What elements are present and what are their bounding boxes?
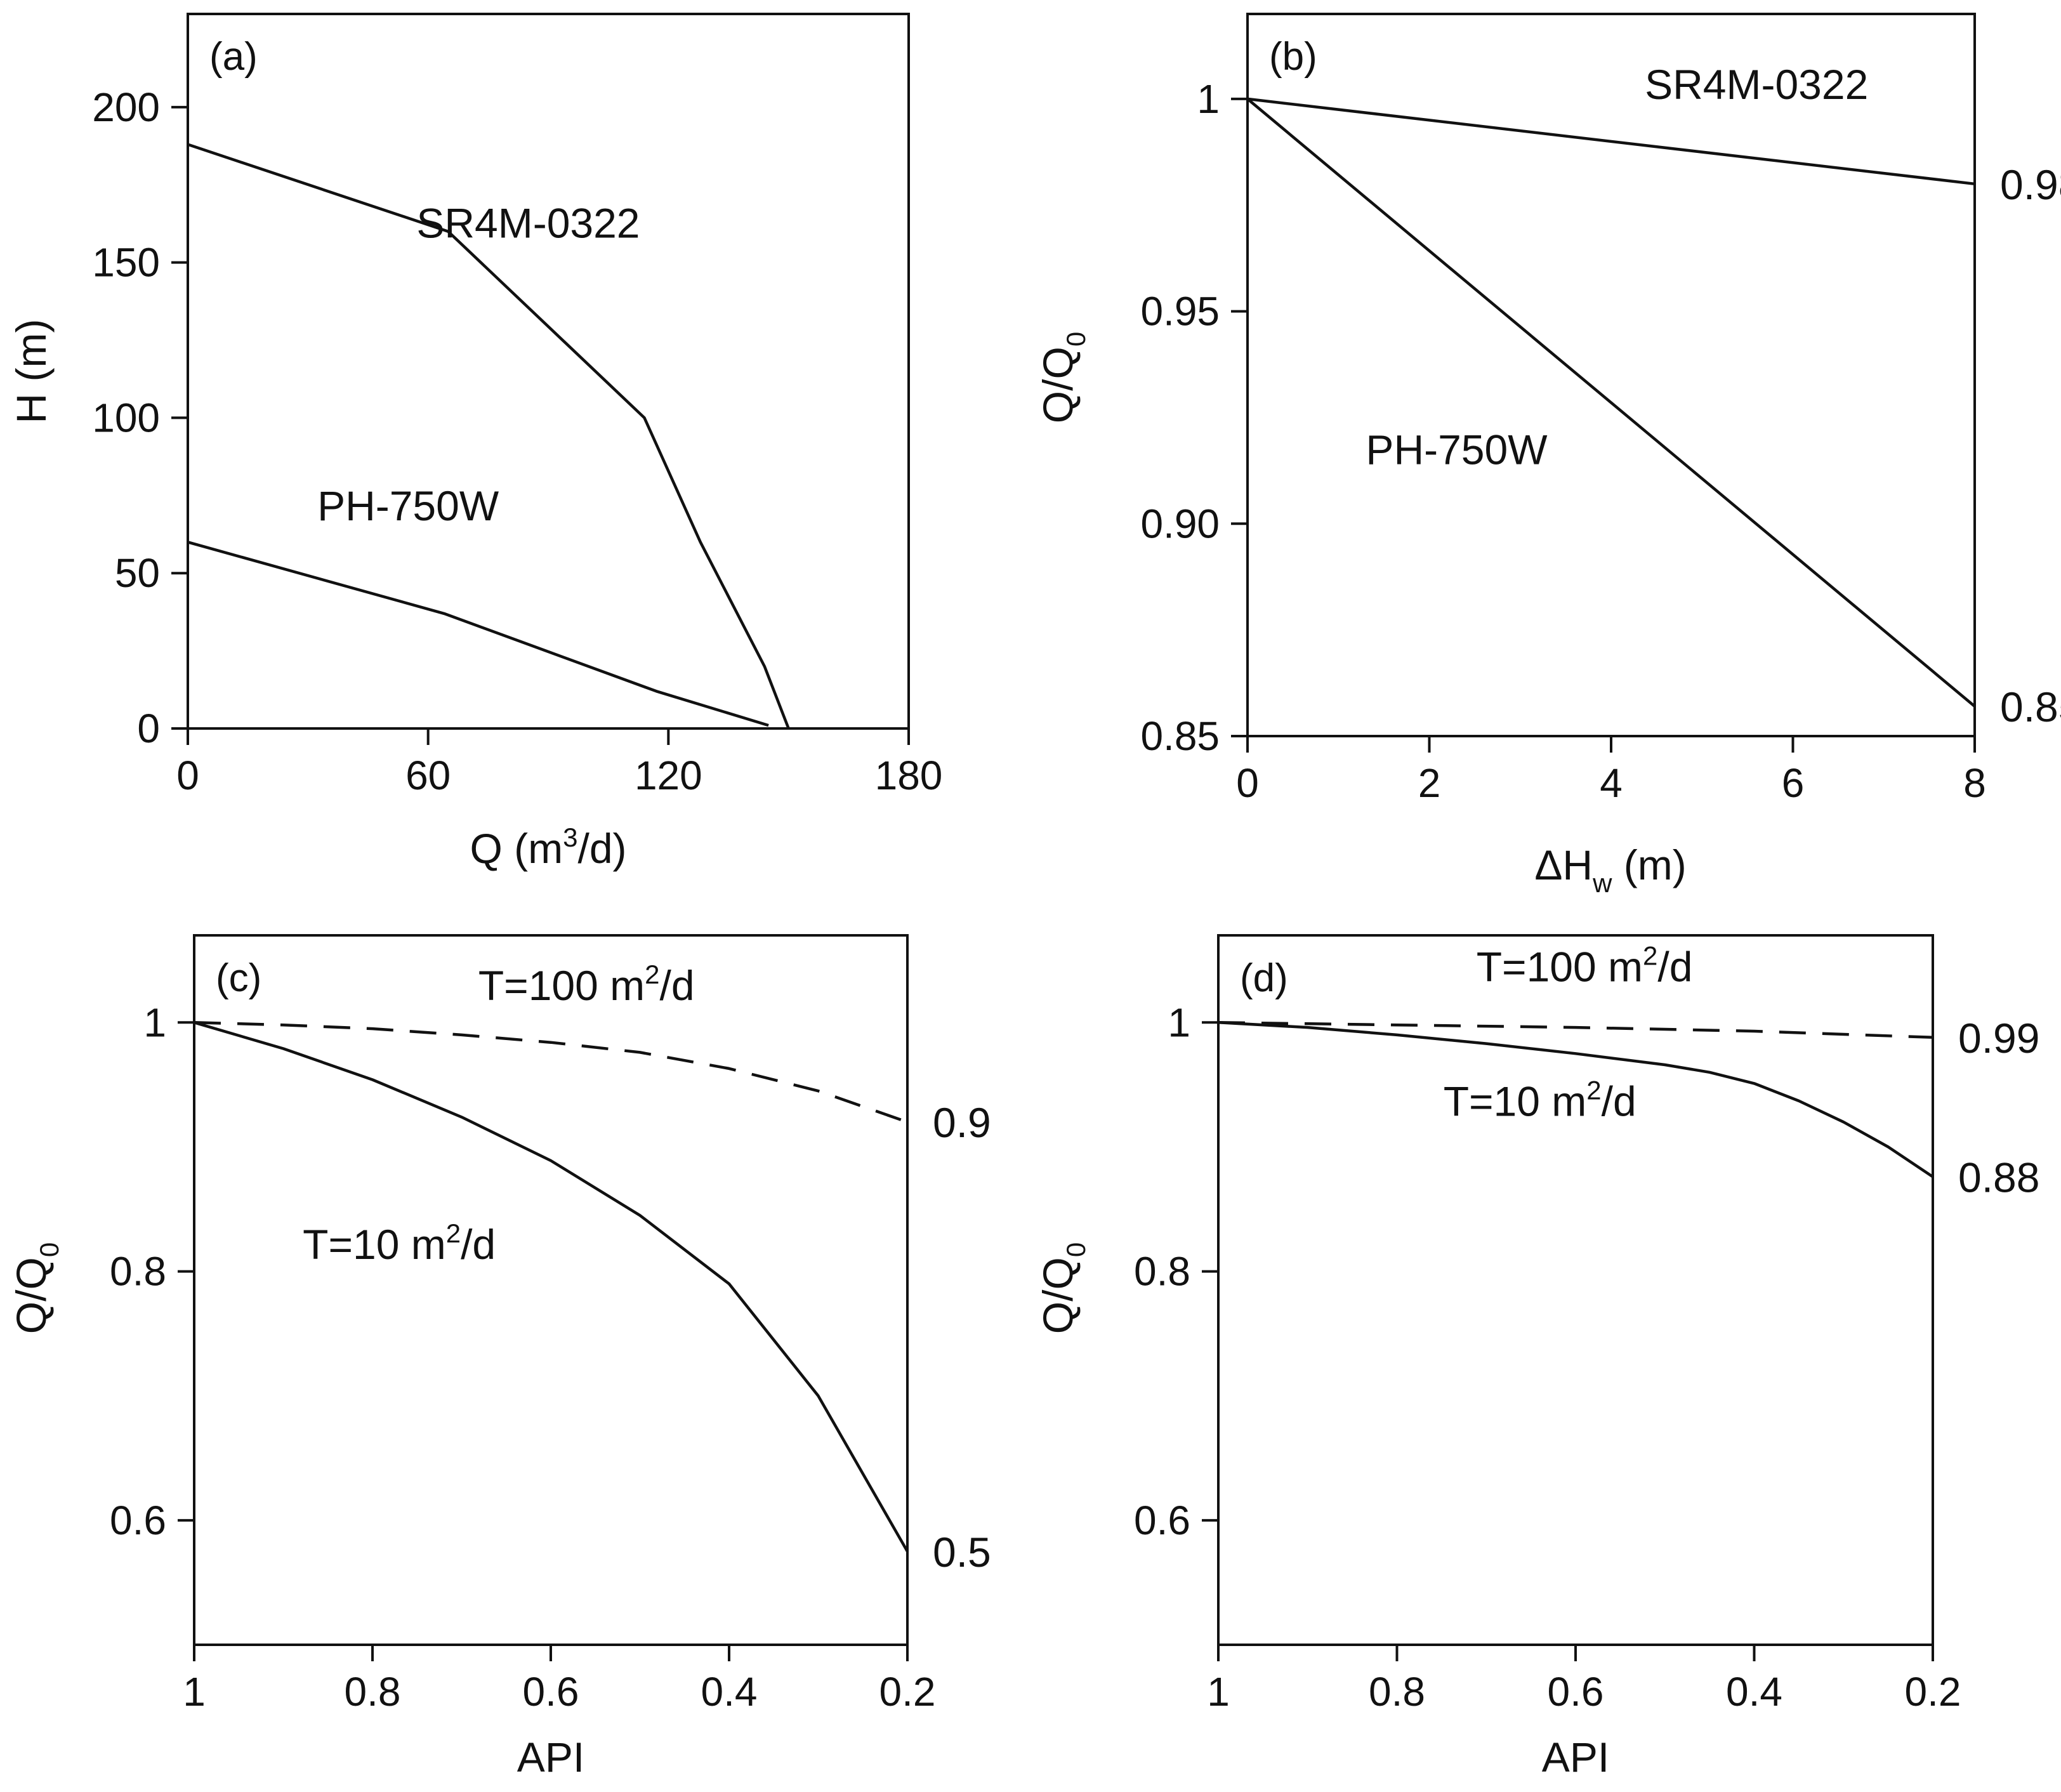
series-end-label: 0.88 xyxy=(1958,1154,2039,1201)
series-end-label: 0.9 xyxy=(933,1099,991,1146)
y-tick-label: 200 xyxy=(92,84,160,130)
x-tick-label: 60 xyxy=(405,753,451,798)
x-tick-label: 0.4 xyxy=(701,1669,758,1715)
series-line xyxy=(194,1021,909,1553)
y-tick-label: 0.6 xyxy=(110,1498,166,1543)
y-tick-label: 1 xyxy=(1168,999,1190,1045)
panel-b: 0 2 4 6 8 0.85 0.90 0.95 1 (b) ΔHw (m) Q/Q0 SR4M-032… xyxy=(1034,13,2061,898)
y-tick-label: 0 xyxy=(137,706,160,751)
x-tick-label: 1 xyxy=(1207,1669,1230,1715)
panel-a: 0 60 120 180 0 50 100 150 200 (a) Q (m3/d) H (m) SR4… xyxy=(8,13,943,872)
series-label: T=10 m2/d xyxy=(1444,1075,1636,1124)
series-line xyxy=(1218,1021,1933,1039)
x-tick-label: 0 xyxy=(1236,760,1259,806)
series-line xyxy=(1247,97,1975,186)
series-line xyxy=(1246,98,1976,708)
x-tick-label: 4 xyxy=(1600,760,1623,806)
y-axis-label: H (m) xyxy=(8,319,55,424)
x-tick-label: 8 xyxy=(1963,760,1986,806)
y-tick-label: 0.90 xyxy=(1140,501,1220,546)
series-end-label: 0.99 xyxy=(1958,1015,2039,1062)
series-label: T=100 m2/d xyxy=(1477,941,1693,991)
y-tick-label: 0.6 xyxy=(1134,1498,1190,1543)
y-axis-label: Q/Q0 xyxy=(8,1242,64,1334)
x-tick-label: 120 xyxy=(635,753,702,798)
panel-label: (d) xyxy=(1240,956,1288,1000)
plot-frame xyxy=(1217,934,1934,1646)
series-end-label: 0.857 xyxy=(2000,683,2061,730)
y-tick-label: 0.85 xyxy=(1140,713,1220,759)
series-label: SR4M-0322 xyxy=(416,199,640,246)
series-line xyxy=(1218,1021,1934,1178)
panel-d: 1 0.8 0.6 0.4 0.2 0.6 0.8 1 (d) API Q/Q0 T=100 m2/d… xyxy=(1034,934,2039,1781)
series-line xyxy=(187,143,790,729)
series-end-label: 0.5 xyxy=(933,1529,991,1576)
y-tick-label: 1 xyxy=(143,999,166,1045)
panel-label: (b) xyxy=(1269,35,1317,79)
x-axis-label: API xyxy=(1542,1734,1609,1781)
series-label: T=100 m2/d xyxy=(478,959,695,1009)
panel-label: (a) xyxy=(209,35,258,79)
series-end-label: 0.98 xyxy=(2000,161,2061,208)
panel-c: 1 0.8 0.6 0.4 0.2 0.6 0.8 1 (c) API Q/Q0 T=100 m2/d… xyxy=(8,934,991,1781)
plot-frame xyxy=(1246,13,1976,737)
y-axis-label: Q/Q0 xyxy=(1034,332,1091,423)
panel-label: (c) xyxy=(216,956,261,1000)
x-tick-label: 2 xyxy=(1418,760,1441,806)
x-tick-label: 0.8 xyxy=(1369,1669,1425,1715)
x-tick-label: 6 xyxy=(1782,760,1805,806)
series-line xyxy=(187,541,769,727)
y-tick-label: 150 xyxy=(92,240,160,286)
y-tick-label: 0.8 xyxy=(1134,1249,1190,1295)
series-label: SR4M-0322 xyxy=(1645,61,1868,108)
y-tick-label: 1 xyxy=(1197,76,1220,122)
x-axis-label: Q (m3/d) xyxy=(470,822,626,872)
x-tick-label: 0.8 xyxy=(345,1669,401,1715)
series-line xyxy=(194,1021,908,1124)
x-tick-label: 0.6 xyxy=(1548,1669,1604,1715)
x-tick-label: 0.2 xyxy=(879,1669,936,1715)
y-tick-label: 100 xyxy=(92,395,160,440)
x-tick-label: 1 xyxy=(183,1669,206,1715)
x-axis-label: ΔHw (m) xyxy=(1534,841,1686,898)
x-axis-label: API xyxy=(517,1734,584,1781)
series-label: PH-750W xyxy=(317,482,499,529)
y-tick-label: 50 xyxy=(115,550,160,596)
x-tick-label: 0 xyxy=(176,753,199,798)
series-label: T=10 m2/d xyxy=(303,1218,496,1268)
x-tick-label: 0.4 xyxy=(1726,1669,1782,1715)
x-tick-label: 0.6 xyxy=(523,1669,579,1715)
y-tick-label: 0.8 xyxy=(110,1249,166,1295)
x-tick-label: 0.2 xyxy=(1905,1669,1961,1715)
series-label: PH-750W xyxy=(1366,426,1548,473)
x-tick-label: 180 xyxy=(875,753,943,798)
plot-frame xyxy=(187,13,910,730)
y-tick-label: 0.95 xyxy=(1140,289,1220,334)
y-axis-label: Q/Q0 xyxy=(1034,1242,1091,1334)
